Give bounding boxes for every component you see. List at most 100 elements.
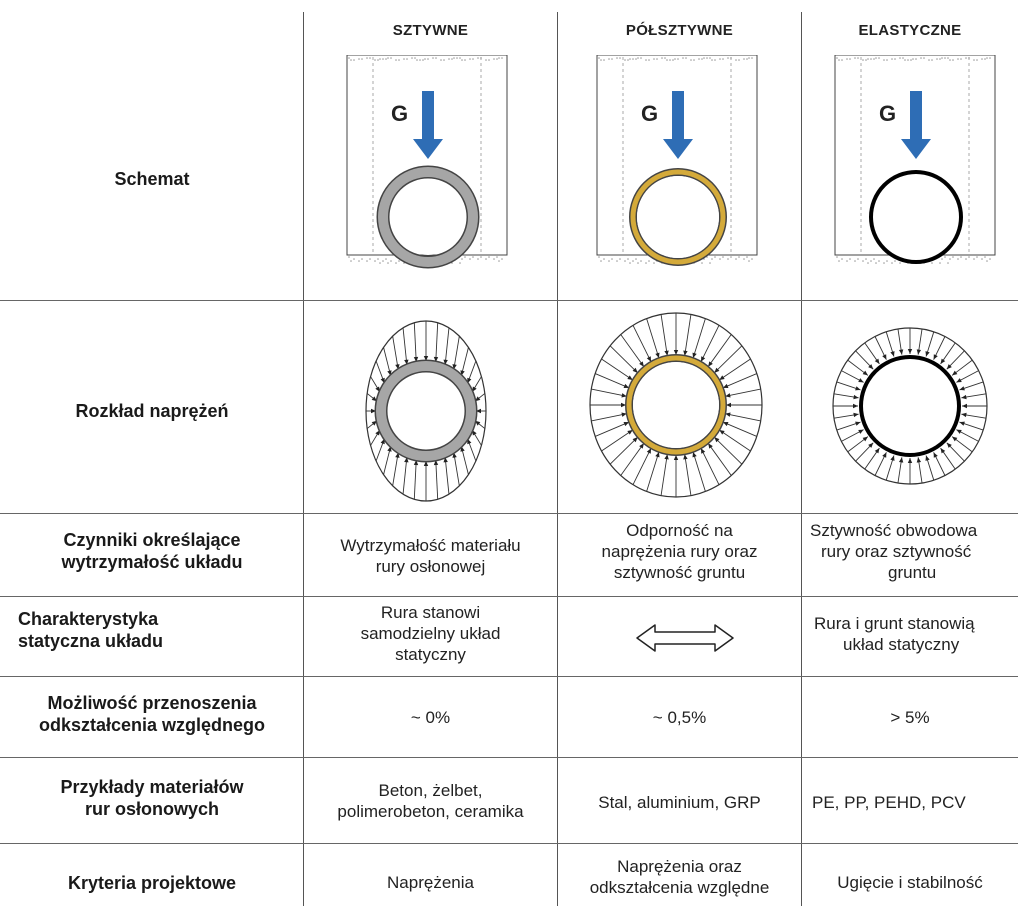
soil-grain: [960, 58, 962, 60]
soil-grain: [403, 58, 405, 60]
soil-grain: [706, 57, 708, 59]
soil-grain: [968, 256, 970, 258]
stress-distribution-rigid: [365, 320, 487, 502]
soil-grain: [949, 258, 951, 260]
soil-grain: [865, 258, 867, 260]
stress-arrowhead: [858, 429, 864, 434]
stress-arrowhead: [371, 420, 377, 426]
soil-grain: [836, 57, 838, 59]
stress-vector: [402, 457, 408, 495]
soil-grain: [907, 59, 909, 61]
soil-grain: [886, 59, 888, 61]
soil-grain: [464, 59, 466, 61]
soil-grain: [976, 256, 978, 258]
soil-grain: [902, 57, 904, 59]
soil-grain: [480, 57, 482, 59]
stress-arrowhead: [925, 351, 930, 357]
cell-line: Sztywność obwodowa: [810, 521, 978, 540]
stress-arrowhead: [962, 403, 967, 409]
row-divider: [0, 300, 1018, 301]
soil-grain: [608, 260, 610, 262]
soil-grain: [411, 57, 413, 59]
cell-line: gruntu: [888, 563, 937, 582]
soil-grain: [624, 59, 626, 61]
soil-grain: [493, 58, 495, 60]
soil-grain: [984, 256, 986, 258]
soil-grain: [598, 256, 600, 258]
soil-grain: [899, 262, 901, 264]
soil-grain: [488, 256, 490, 258]
stress-vector: [595, 373, 630, 389]
soil-grain: [701, 262, 703, 264]
label-line: Charakterystyka: [18, 609, 159, 629]
column-divider-1: [303, 12, 304, 906]
soil-grain: [488, 59, 490, 61]
soil-grain: [714, 256, 716, 258]
soil-grain: [944, 256, 946, 258]
cell-przyklady-elastyczne: PE, PP, PEHD, PCV: [812, 793, 966, 812]
soil-grain: [395, 262, 397, 264]
soil-grain: [849, 258, 851, 260]
soil-grain: [485, 59, 487, 61]
row-label-mozliwosc: Możliwość przenoszenia odkształcenia wzg…: [10, 692, 294, 736]
stress-arrowhead: [946, 364, 952, 370]
stress-vector: [722, 373, 757, 389]
row-label-charakterystyka: Charakterystyka statyczna układu: [18, 608, 278, 652]
cell-line: Odporność na: [626, 521, 733, 540]
schema-rigid-pipe: G: [346, 55, 508, 269]
soil-grain: [674, 58, 676, 60]
pipe-wall: [376, 361, 476, 461]
stress-arrowhead: [475, 396, 481, 402]
soil-grain: [846, 58, 848, 60]
stress-vector: [444, 457, 450, 495]
soil-grain: [965, 57, 967, 59]
label-line: statyczna układu: [18, 631, 164, 651]
soil-grain: [427, 58, 429, 60]
stress-vector: [632, 448, 652, 485]
stress-vector: [646, 318, 660, 359]
soil-grain: [709, 57, 711, 59]
soil-grain: [949, 59, 951, 61]
stress-vector: [707, 334, 732, 367]
stress-arrowhead: [907, 349, 913, 354]
soil-grain: [738, 59, 740, 61]
stress-arrowhead: [683, 454, 688, 460]
stress-vector: [692, 451, 706, 492]
soil-grain: [748, 260, 750, 262]
soil-grain: [632, 260, 634, 262]
soil-grain: [379, 58, 381, 60]
stress-arrowhead: [868, 442, 874, 448]
row-divider: [0, 513, 1018, 514]
stress-vector: [601, 358, 633, 381]
row-label-rozklad: Rozkład naprężeń: [75, 401, 229, 421]
soil-grain: [841, 258, 843, 260]
cell-line: Wytrzymałość materiału: [340, 536, 521, 555]
stress-arrowhead: [621, 402, 626, 408]
soil-grain: [637, 262, 639, 264]
soil-grain: [873, 258, 875, 260]
stress-arrowhead: [443, 457, 448, 463]
stress-vector: [453, 336, 460, 370]
soil-grain: [385, 258, 387, 260]
stress-vector: [713, 345, 743, 374]
soil-grain: [461, 258, 463, 260]
stress-arrowhead: [621, 412, 627, 417]
cell-line: rury osłonowej: [375, 557, 486, 576]
soil-grain: [353, 59, 355, 61]
stress-arrowhead: [475, 420, 481, 426]
cell-charakterystyka-sztywne: Rura stanowi samodzielny układ statyczny: [304, 602, 557, 665]
soil-grain: [435, 57, 437, 59]
soil-grain: [899, 57, 901, 59]
soil-grain: [904, 59, 906, 61]
load-arrow-shaft: [422, 91, 434, 141]
cell-line: rury oraz sztywność: [821, 542, 972, 561]
label-line: odkształcenia względnego: [38, 715, 266, 735]
stress-vector: [725, 388, 761, 397]
soil-grain: [746, 256, 748, 258]
stress-arrowhead: [708, 361, 713, 367]
soil-grain: [653, 58, 655, 60]
soil-grain: [656, 58, 658, 60]
soil-grain: [947, 57, 949, 59]
soil-grain: [838, 59, 840, 61]
stress-arrowhead: [664, 350, 669, 356]
